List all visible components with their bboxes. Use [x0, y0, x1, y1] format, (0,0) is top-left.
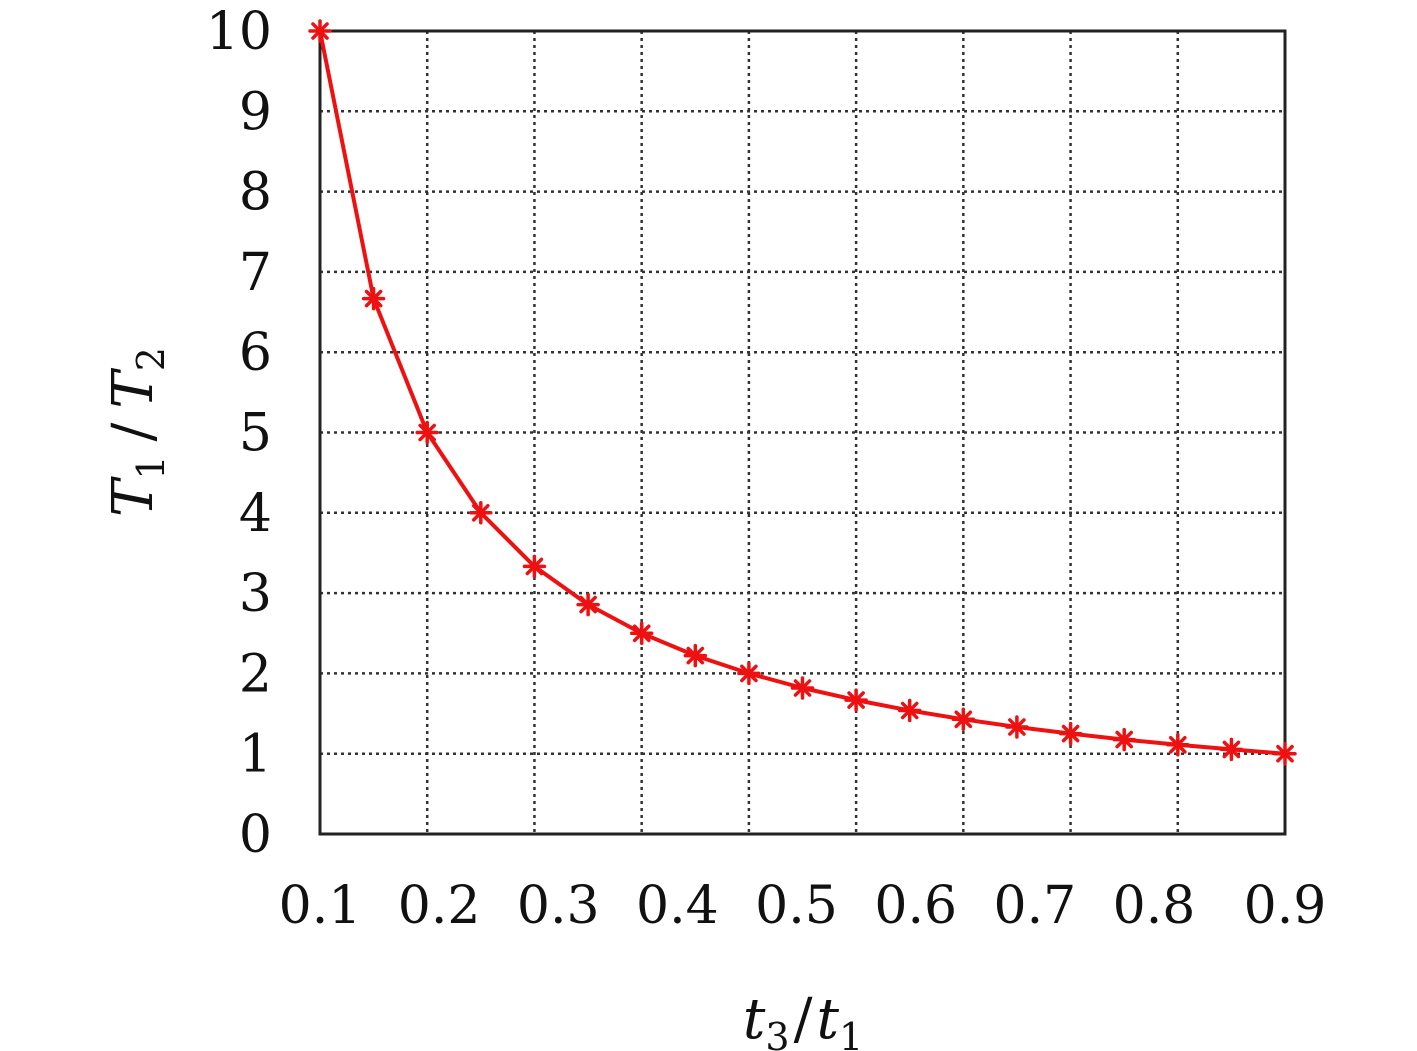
- plot-frame: [318, 29, 1287, 836]
- y-tick-label: 2: [239, 644, 272, 704]
- x-tick-label: 0.1: [279, 876, 362, 936]
- y-tick-label: 8: [239, 163, 272, 223]
- y-tick-label: 0: [239, 805, 272, 865]
- data-point-marker: [1005, 715, 1029, 739]
- data-point-marker: [1273, 741, 1297, 766]
- data-point-marker: [1058, 721, 1083, 746]
- data-point-marker: [361, 286, 386, 311]
- x-axis-label: t3/t1: [743, 987, 863, 1051]
- y-tick-label: 6: [239, 323, 272, 383]
- data-point-marker: [576, 592, 600, 617]
- y-axis-ticks: 0 1 2 3 4 5 6 7 8 9 10: [206, 2, 272, 865]
- y-tick-label: 10: [206, 2, 272, 62]
- data-point-marker: [683, 643, 708, 668]
- series-group: [308, 19, 1297, 766]
- data-point-marker: [897, 698, 922, 723]
- x-tick-label: 0.3: [517, 876, 600, 936]
- x-tick-label: 0.2: [398, 876, 481, 936]
- y-tick-label: 3: [239, 564, 272, 624]
- data-point-marker: [737, 661, 761, 686]
- data-point-marker: [790, 676, 815, 700]
- data-point-marker: [522, 554, 547, 579]
- x-tick-label: 0.9: [1244, 876, 1327, 936]
- y-tick-label: 1: [239, 725, 272, 785]
- y-tick-label: 9: [239, 82, 272, 142]
- x-tick-label: 0.6: [874, 876, 957, 936]
- y-tick-label: 5: [239, 404, 272, 464]
- y-tick-label: 4: [239, 484, 272, 544]
- data-point-marker: [308, 19, 332, 43]
- x-axis-ticks: 0.1 0.2 0.3 0.4 0.5 0.6 0.7 0.8 0.9: [279, 876, 1327, 936]
- data-point-marker: [951, 707, 976, 732]
- y-tick-label: 7: [239, 243, 272, 303]
- data-point-marker: [629, 621, 654, 646]
- x-tick-label: 0.5: [755, 876, 838, 936]
- x-tick-label: 0.7: [993, 876, 1076, 936]
- data-point-marker: [469, 501, 493, 525]
- data-point-marker: [1219, 737, 1244, 762]
- data-point-marker: [844, 688, 868, 712]
- data-point-marker: [1112, 727, 1136, 752]
- y-axis-label: T1/T2: [101, 347, 173, 517]
- x-tick-label: 0.8: [1113, 876, 1196, 936]
- data-point-marker: [1166, 733, 1190, 757]
- data-point-marker: [415, 420, 439, 445]
- x-tick-label: 0.4: [636, 876, 719, 936]
